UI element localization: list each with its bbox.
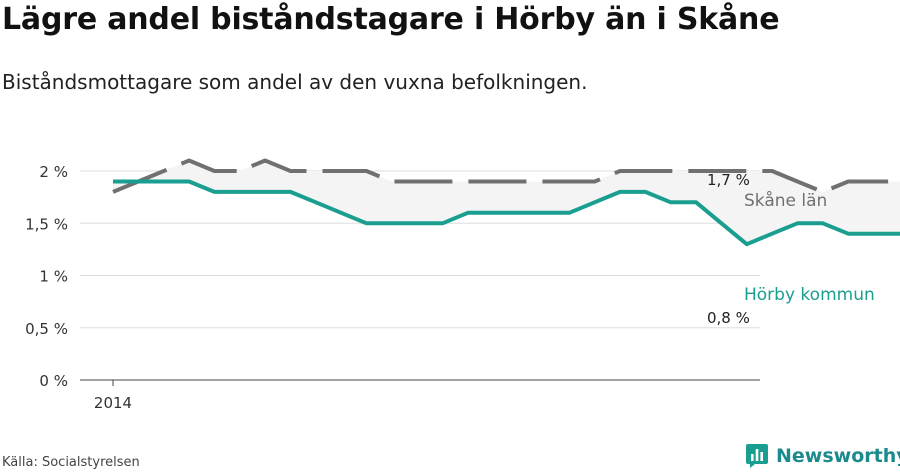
chart-bars-icon: [746, 444, 768, 468]
page-title: Lägre andel biståndstagare i Hörby än i …: [2, 2, 780, 37]
skane-series-label: Skåne län: [744, 190, 827, 211]
y-tick-label: 0 %: [39, 372, 68, 390]
brand-logo: Newsworthy: [746, 442, 900, 470]
y-tick-label: 1,5 %: [25, 215, 68, 233]
horby-series-label: Hörby kommun: [744, 285, 875, 305]
brand-name: Newsworthy: [776, 445, 900, 467]
source-note: Källa: Socialstyrelsen: [2, 455, 140, 470]
x-tick-label: 2014: [94, 394, 132, 412]
page-subtitle: Biståndsmottagare som andel av den vuxna…: [2, 70, 588, 94]
series-line-skane: [112, 158, 900, 194]
y-tick-label: 0,5 %: [25, 320, 68, 338]
horby-end-value: 0,8 %: [707, 309, 750, 327]
series-gap-band: [113, 160, 900, 245]
series-line-horby: [113, 179, 900, 247]
y-tick-label: 2 %: [39, 163, 68, 181]
y-tick-label: 1 %: [39, 268, 68, 286]
skane-end-value: 1,7 %: [707, 171, 750, 189]
